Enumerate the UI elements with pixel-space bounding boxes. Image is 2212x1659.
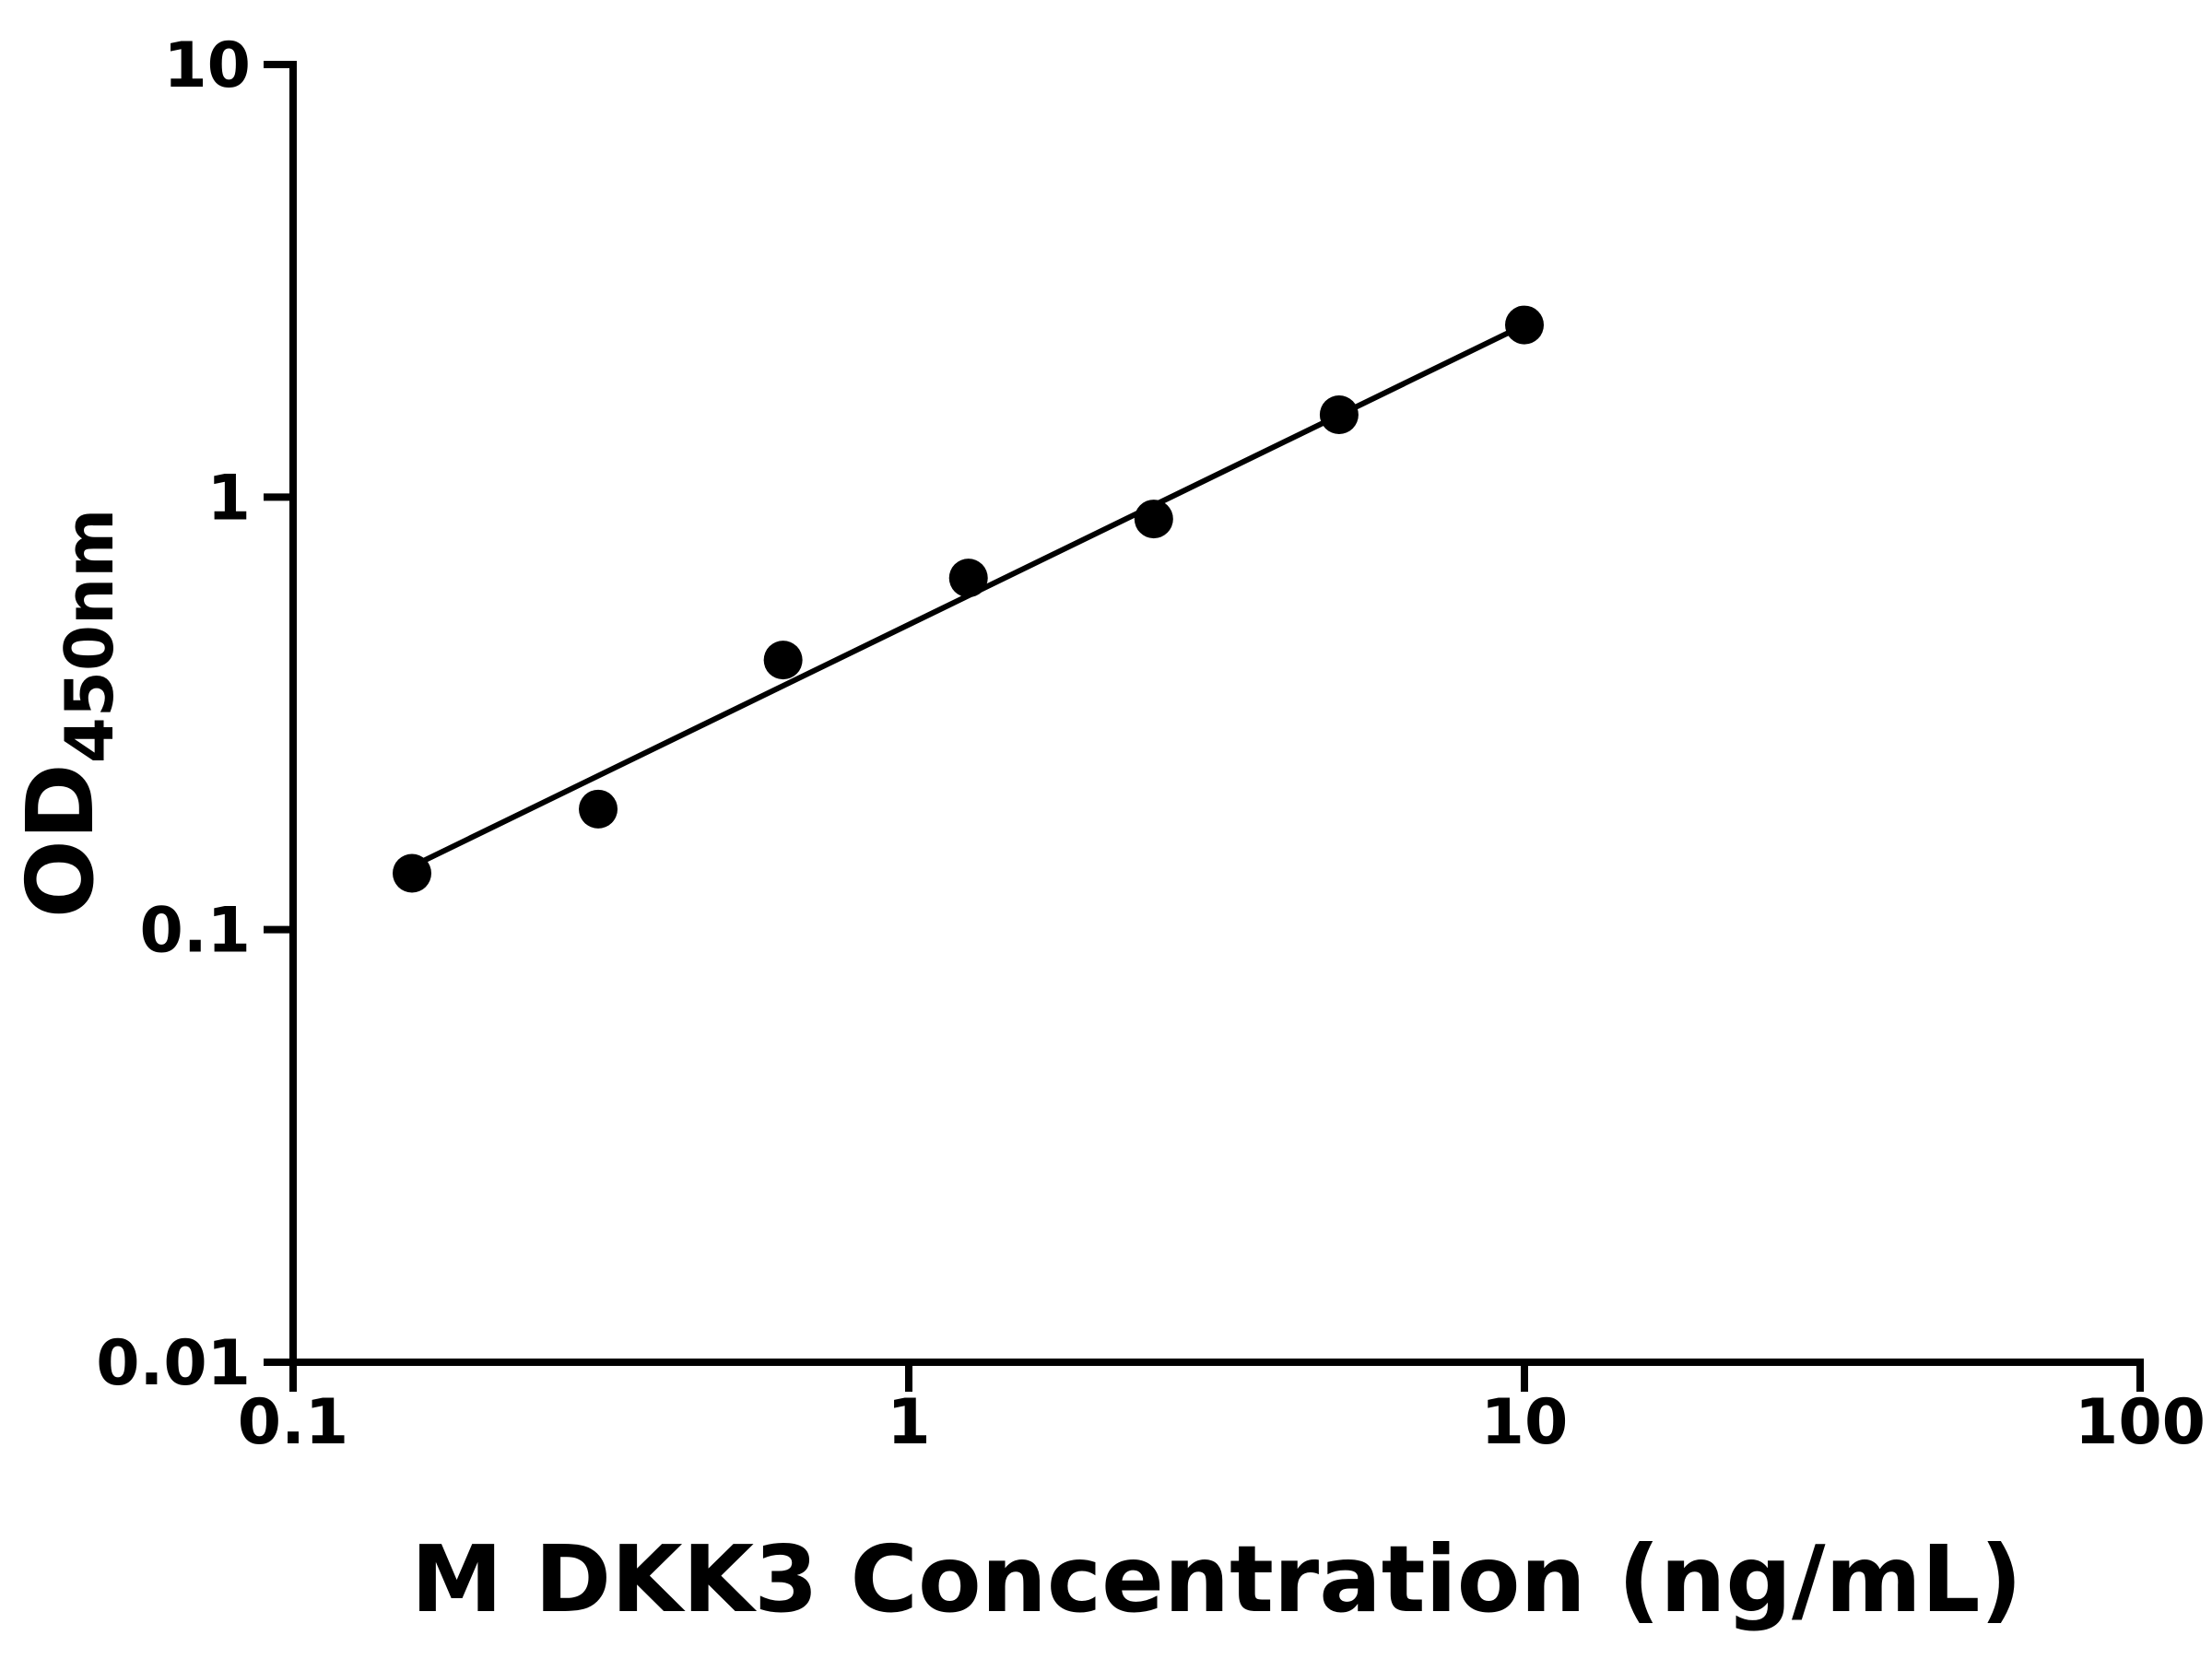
- data-point: [393, 853, 432, 893]
- data-point: [579, 789, 618, 829]
- data-point: [1134, 500, 1173, 539]
- x-tick-label: 10: [1481, 1386, 1569, 1459]
- x-axis-title: M DKK3 Concentration (ng/mL): [411, 1525, 2022, 1633]
- y-tick-label: 1: [207, 462, 251, 535]
- data-point: [1319, 395, 1359, 435]
- data-point: [948, 559, 988, 598]
- data-point: [763, 641, 803, 680]
- y-tick-label: 0.01: [96, 1327, 251, 1400]
- y-axis-title-sub: 450nm: [51, 509, 128, 764]
- x-tick-label: 1: [887, 1386, 930, 1459]
- data-point: [1505, 305, 1544, 345]
- y-axis-title-main: OD: [6, 763, 114, 918]
- x-tick-label: 0.1: [238, 1386, 348, 1459]
- x-tick-label: 100: [2075, 1386, 2206, 1459]
- axis-spine: [289, 61, 2144, 1366]
- y-tick-label: 0.1: [140, 895, 251, 968]
- y-axis-title: OD450nm: [6, 509, 128, 919]
- y-tick-label: 10: [163, 29, 251, 102]
